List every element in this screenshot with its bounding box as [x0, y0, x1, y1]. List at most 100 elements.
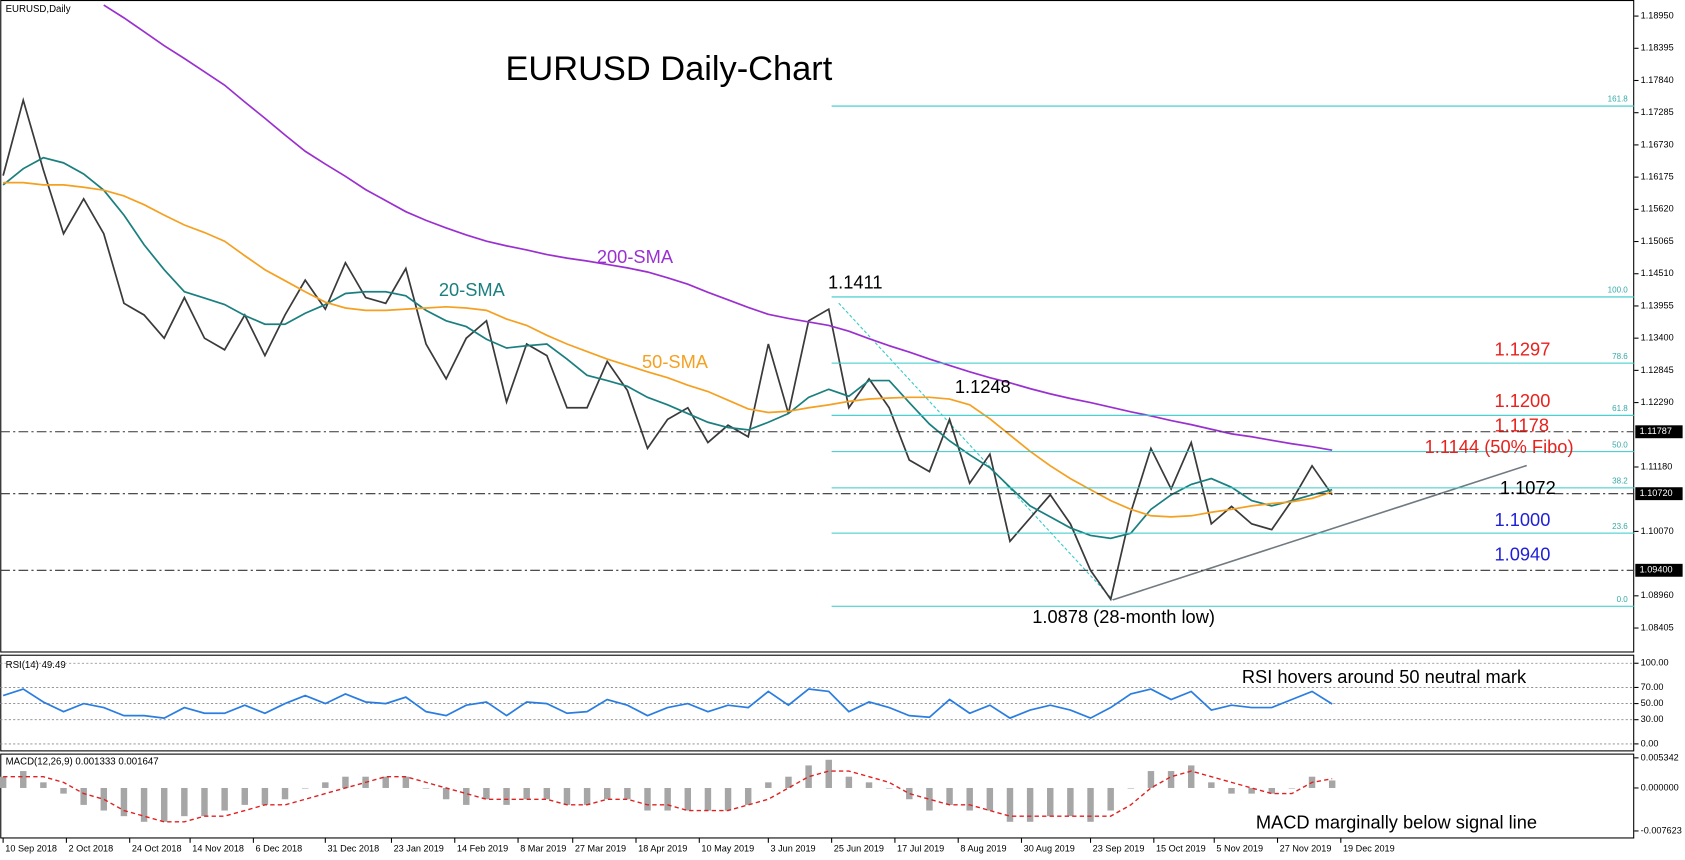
x-tick-label: 10 May 2019 [701, 844, 754, 854]
fibo-label: 161.8 [1608, 95, 1629, 104]
level-box [1635, 487, 1683, 501]
y-tick-label: 1.16175 [1641, 172, 1674, 182]
rsi-title: RSI(14) 49.49 [6, 660, 66, 671]
macd-bar [1047, 787, 1054, 817]
macd-bar [1268, 787, 1275, 794]
annotation: 1.1178 [1494, 415, 1549, 436]
x-tick-label: 19 Dec 2019 [1343, 844, 1395, 854]
y-tick-label: 1.08960 [1641, 590, 1674, 600]
annotation: 1.1411 [828, 272, 883, 293]
x-tick-label: 2 Oct 2018 [69, 844, 114, 854]
x-tick-label: 24 Oct 2018 [132, 844, 182, 854]
macd-bar [442, 787, 450, 800]
y-tick-label: 0.005342 [1641, 752, 1679, 762]
macd-annotation: MACD marginally below signal line [1256, 811, 1537, 832]
y-tick-label: 1.16730 [1641, 139, 1674, 149]
x-tick-label: 31 Dec 2018 [327, 844, 379, 854]
macd-bar [422, 787, 430, 789]
macd-bar [261, 787, 269, 805]
x-tick-label: 27 Mar 2019 [575, 844, 626, 854]
macd-bar [120, 787, 128, 817]
macd-bar [100, 787, 108, 811]
series-line [2, 156, 1333, 540]
macd-bar [1187, 765, 1195, 788]
price-panel [0, 0, 1635, 653]
annotation: 1.1248 [955, 376, 1011, 397]
macd-bar [160, 787, 168, 822]
y-tick-label: 50.00 [1641, 698, 1664, 708]
x-tick-label: 27 Nov 2019 [1280, 844, 1332, 854]
macd-bar [926, 787, 933, 811]
y-tick-label: 1.14510 [1641, 268, 1674, 278]
macd-bar [523, 787, 530, 800]
symbol-label: EURUSD,Daily [6, 4, 71, 15]
fibo-label: 38.2 [1612, 477, 1628, 486]
macd-bar [604, 787, 611, 800]
macd-bar [1328, 780, 1336, 788]
fibo-label: 78.6 [1612, 352, 1628, 361]
macd-title: MACD(12,26,9) 0.001333 0.001647 [6, 757, 159, 768]
macd-bar [20, 771, 27, 788]
fibo-label: 61.8 [1612, 404, 1628, 413]
y-tick-label: 1.17840 [1641, 75, 1674, 85]
annotation: 1.1200 [1494, 390, 1550, 411]
y-tick-label: 1.11180 [1641, 461, 1673, 471]
macd-bar [60, 787, 67, 794]
y-tick-label: 1.10070 [1641, 526, 1674, 536]
y-tick-label: 1.13400 [1641, 333, 1674, 343]
macd-bar [463, 787, 470, 805]
macd-bar [1067, 787, 1074, 817]
level-box [1635, 563, 1683, 577]
x-tick-label: 17 Jul 2019 [897, 844, 944, 854]
x-tick-label: 23 Sep 2019 [1093, 844, 1145, 854]
series-line [3, 181, 1333, 518]
macd-bar [563, 787, 571, 805]
macd-bar [1248, 787, 1255, 794]
macd-bar [241, 787, 248, 805]
rsi-annotation: RSI hovers around 50 neutral mark [1242, 666, 1527, 687]
fibo-label: 23.6 [1612, 522, 1628, 531]
macd-bar [1208, 782, 1215, 788]
series-label: 200-SMA [597, 246, 674, 267]
macd-bar [825, 759, 832, 788]
rsi-panel [0, 654, 1635, 752]
x-tick-label: 5 Nov 2019 [1216, 844, 1263, 854]
macd-bar [181, 787, 188, 817]
x-tick-label: 6 Dec 2018 [256, 844, 303, 854]
macd-bar [80, 787, 87, 805]
macd-bar [281, 787, 289, 800]
macd-bar [1107, 787, 1114, 811]
macd-bar [906, 787, 913, 800]
macd-bar [301, 787, 309, 789]
y-tick-label: 1.08405 [1641, 622, 1674, 632]
annotation: 1.1144 (50% Fibo) [1425, 436, 1574, 457]
chart-title: EURUSD Daily-Chart [505, 50, 832, 88]
macd-bar [0, 776, 7, 788]
y-tick-label: 1.12845 [1641, 365, 1674, 375]
macd-bar [624, 787, 631, 800]
y-tick-label: 100.00 [1641, 658, 1669, 668]
series-label: 20-SMA [439, 279, 506, 300]
macd-bar [644, 787, 651, 811]
series-line [3, 770, 1333, 823]
x-tick-label: 10 Sep 2018 [5, 844, 57, 854]
level-label: 1.10720 [1640, 488, 1673, 498]
macd-bar [402, 776, 410, 788]
macd-bar [483, 787, 490, 800]
y-tick-label: 1.18395 [1641, 43, 1674, 53]
y-tick-label: 1.13955 [1641, 300, 1674, 310]
level-label: 1.11787 [1640, 426, 1672, 436]
x-tick-label: 15 Oct 2019 [1156, 844, 1206, 854]
annotation: 1.1072 [1500, 477, 1556, 498]
annotation: 1.0878 (28-month low) [1032, 606, 1215, 627]
y-tick-label: 0.00 [1641, 738, 1659, 748]
macd-bar [845, 776, 853, 788]
macd-bar [966, 787, 973, 811]
x-tick-label: 25 Jun 2019 [834, 844, 884, 854]
macd-bar [765, 782, 772, 788]
macd-bar [503, 787, 510, 805]
macd-bar [40, 782, 47, 788]
macd-bar [543, 787, 551, 800]
macd-bar [946, 787, 953, 805]
